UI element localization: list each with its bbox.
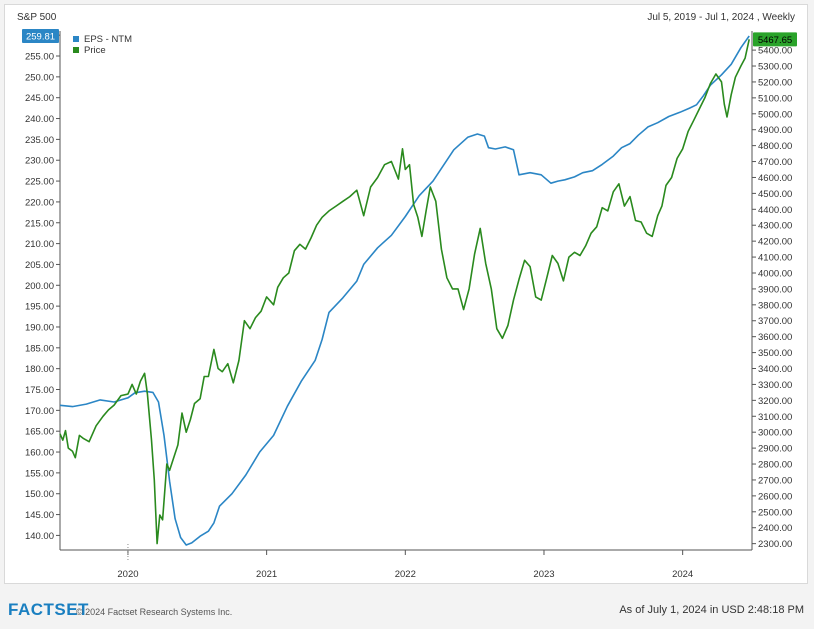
- left-tick-label: 200.00: [25, 281, 54, 292]
- right-tick-label: 3200.00: [758, 396, 792, 407]
- right-tick-label: 5000.00: [758, 109, 792, 120]
- right-tick-label: 4700.00: [758, 157, 792, 168]
- right-tick-label: 4300.00: [758, 221, 792, 232]
- right-tick-label: 4100.00: [758, 253, 792, 264]
- right-tick-label: 2900.00: [758, 444, 792, 455]
- right-tick-label: 4200.00: [758, 237, 792, 248]
- x-tick-label: 2024: [672, 569, 693, 580]
- footer: FACTSET © 2024 Factset Research Systems …: [0, 590, 814, 629]
- right-tick-label: 5300.00: [758, 62, 792, 73]
- left-tick-label: 175.00: [25, 385, 54, 396]
- x-tick-label: 2020: [117, 569, 138, 580]
- price-last-value-tag: [753, 32, 797, 47]
- right-tick-label: 4500.00: [758, 189, 792, 200]
- left-tick-label: 190.00: [25, 322, 54, 333]
- left-tick-label: 155.00: [25, 468, 54, 479]
- right-tick-label: 3300.00: [758, 380, 792, 391]
- left-tick-label: 170.00: [25, 406, 54, 417]
- right-tick-label: 2700.00: [758, 475, 792, 486]
- as-of-timestamp: As of July 1, 2024 in USD 2:48:18 PM: [619, 604, 804, 616]
- right-tick-label: 3800.00: [758, 300, 792, 311]
- legend-swatch: [73, 47, 79, 53]
- right-tick-label: 2300.00: [758, 539, 792, 550]
- left-tick-label: 205.00: [25, 260, 54, 271]
- line-chart: 260.00255.00250.00245.00240.00235.00230.…: [22, 28, 797, 580]
- right-tick-label: 3000.00: [758, 428, 792, 439]
- left-tick-label: 215.00: [25, 218, 54, 229]
- right-tick-label: 3100.00: [758, 412, 792, 423]
- eps-ntm-line: [59, 35, 750, 546]
- right-tick-label: 3700.00: [758, 316, 792, 327]
- left-tick-label: 160.00: [25, 448, 54, 459]
- x-tick-label: 2021: [256, 569, 277, 580]
- left-tick-label: 240.00: [25, 114, 54, 125]
- right-tick-label: 3900.00: [758, 284, 792, 295]
- legend-label: Price: [84, 45, 106, 56]
- right-tick-label: 4900.00: [758, 125, 792, 136]
- right-tick-label: 5200.00: [758, 77, 792, 88]
- left-tick-label: 245.00: [25, 93, 54, 104]
- left-tick-label: 250.00: [25, 72, 54, 83]
- right-tick-label: 3600.00: [758, 332, 792, 343]
- right-tick-label: 2500.00: [758, 507, 792, 518]
- left-tick-label: 195.00: [25, 302, 54, 313]
- left-tick-label: 235.00: [25, 135, 54, 146]
- copyright-text: © 2024 Factset Research Systems Inc.: [76, 607, 233, 617]
- left-tick-label: 225.00: [25, 177, 54, 188]
- left-tick-label: 210.00: [25, 239, 54, 250]
- left-tick-label: 150.00: [25, 489, 54, 500]
- eps-last-value-label: 259.81: [26, 31, 55, 42]
- price-line: [59, 39, 750, 545]
- left-tick-label: 185.00: [25, 343, 54, 354]
- chart-title: S&P 500: [17, 12, 57, 23]
- right-tick-label: 4800.00: [758, 141, 792, 152]
- x-tick-label: 2022: [395, 569, 416, 580]
- left-tick-label: 165.00: [25, 427, 54, 438]
- factset-logo: FACTSET: [8, 600, 89, 619]
- right-tick-label: 2600.00: [758, 491, 792, 502]
- right-tick-label: 4000.00: [758, 268, 792, 279]
- right-tick-label: 3500.00: [758, 348, 792, 359]
- eps-last-value-tag: [22, 28, 59, 43]
- left-tick-label: 255.00: [25, 52, 54, 63]
- x-tick-label: 2023: [533, 569, 554, 580]
- left-tick-label: 220.00: [25, 197, 54, 208]
- left-tick-label: 145.00: [25, 510, 54, 521]
- right-tick-label: 5100.00: [758, 93, 792, 104]
- date-range: Jul 5, 2019 - Jul 1, 2024 , Weekly: [647, 12, 795, 23]
- axes: 260.00255.00250.00245.00240.00235.00230.…: [25, 31, 792, 580]
- right-tick-label: 4400.00: [758, 205, 792, 216]
- left-tick-label: 230.00: [25, 156, 54, 167]
- left-tick-label: 140.00: [25, 531, 54, 542]
- right-tick-label: 4600.00: [758, 173, 792, 184]
- right-tick-label: 2400.00: [758, 523, 792, 534]
- chart-panel: S&P 500 Jul 5, 2019 - Jul 1, 2024 , Week…: [4, 4, 808, 584]
- series-lines: [59, 35, 750, 546]
- legend-swatch: [73, 36, 79, 42]
- price-last-value-label: 5467.65: [758, 35, 792, 46]
- left-tick-label: 180.00: [25, 364, 54, 375]
- right-tick-label: 2800.00: [758, 460, 792, 471]
- right-tick-label: 3400.00: [758, 364, 792, 375]
- last-value-tags: 259.81 5467.65: [22, 28, 797, 47]
- legend-label: EPS - NTM: [84, 34, 132, 45]
- right-tick-label: 5400.00: [758, 46, 792, 57]
